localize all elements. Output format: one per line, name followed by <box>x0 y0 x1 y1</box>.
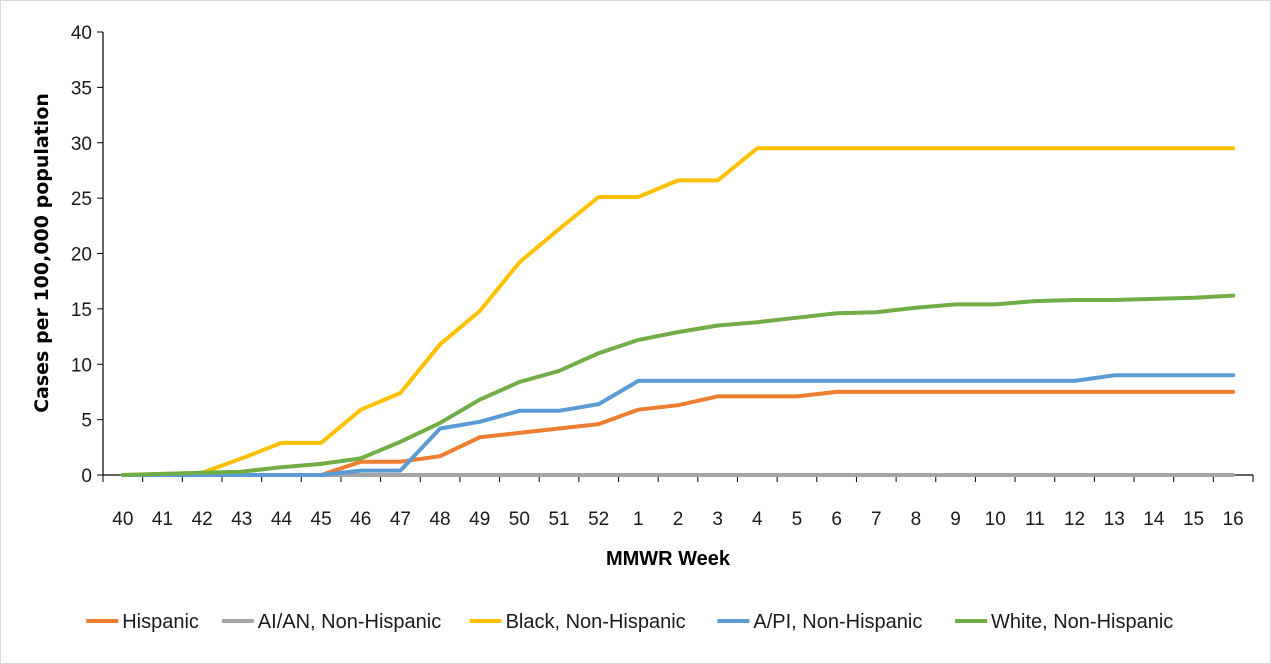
x-tick-label: 16 <box>1223 509 1244 530</box>
x-tick-label: 6 <box>831 509 842 530</box>
x-tick-label: 11 <box>1025 509 1045 530</box>
x-tick-label: 50 <box>509 509 530 530</box>
x-tick-label: 15 <box>1183 509 1204 530</box>
x-tick-label: 40 <box>112 509 133 530</box>
legend-label: Black, Non-Hispanic <box>506 611 686 633</box>
y-tick-label: 40 <box>71 23 92 44</box>
x-tick-label: 2 <box>673 509 684 530</box>
x-tick-label: 4 <box>752 509 763 530</box>
x-tick-label: 9 <box>950 509 961 530</box>
y-tick-label: 15 <box>71 300 92 321</box>
y-tick-label: 30 <box>71 134 92 155</box>
legend-label: AI/AN, Non-Hispanic <box>258 611 441 633</box>
x-tick-label: 44 <box>271 509 293 530</box>
x-tick-label: 12 <box>1064 509 1085 530</box>
x-tick-label: 45 <box>311 509 332 530</box>
series-layer <box>120 146 1236 477</box>
series-line <box>120 373 1236 477</box>
x-tick-label: 42 <box>192 509 213 530</box>
x-tick-label: 41 <box>152 509 173 530</box>
legend: Hispanic AI/AN, Non-Hispanic Black, Non-Hi… <box>86 611 1173 633</box>
legend-label: White, Non-Hispanic <box>991 611 1173 633</box>
x-tick-label: 46 <box>350 509 371 530</box>
legend-label: Hispanic <box>122 611 199 633</box>
x-tick-label: 52 <box>588 509 609 530</box>
x-tick-label: 10 <box>985 509 1006 530</box>
series-line <box>120 389 1236 477</box>
x-tick-label: 49 <box>469 509 490 530</box>
y-tick-label: 20 <box>71 245 92 266</box>
y-tick-label: 25 <box>71 189 92 210</box>
y-axis-label: Cases per 100,000 population <box>31 93 53 413</box>
y-tick-label: 35 <box>71 78 92 99</box>
x-tick-label: 1 <box>633 509 644 530</box>
y-tick-label: 0 <box>81 466 92 487</box>
x-tick-label: 48 <box>429 509 450 530</box>
y-tick-label: 10 <box>71 355 92 376</box>
legend-label: A/PI, Non-Hispanic <box>753 611 922 633</box>
x-tick-label: 7 <box>871 509 882 530</box>
x-tick-label: 13 <box>1104 509 1125 530</box>
x-tick-label: 5 <box>792 509 803 530</box>
x-tick-label: 43 <box>231 509 252 530</box>
x-tick-label: 51 <box>548 509 569 530</box>
x-axis-label: MMWR Week <box>606 548 731 570</box>
x-tick-label: 14 <box>1143 509 1165 530</box>
series-line <box>120 146 1236 477</box>
y-tick-label: 5 <box>81 411 92 432</box>
series-line <box>120 293 1236 477</box>
x-tick-label: 3 <box>712 509 723 530</box>
x-tick-label: 47 <box>390 509 411 530</box>
x-tick-label: 8 <box>911 509 922 530</box>
